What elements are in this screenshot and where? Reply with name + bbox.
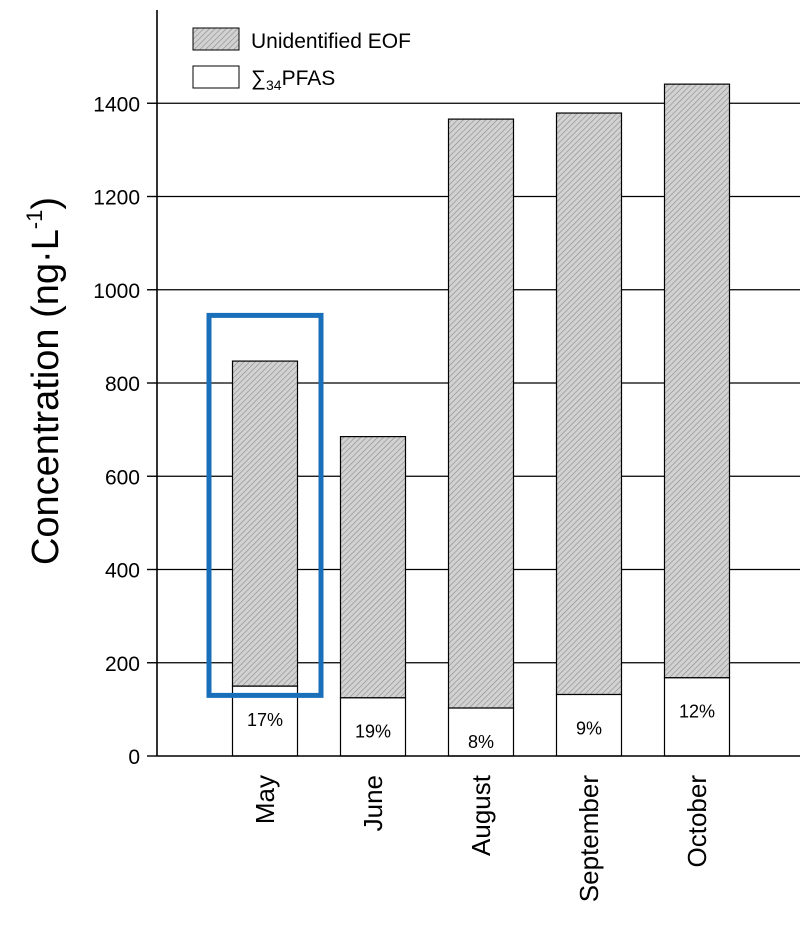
- x-tick-labels: May June August September October: [250, 774, 712, 902]
- x-tick-label: May: [250, 775, 280, 824]
- legend-swatch-pfas: [192, 65, 240, 89]
- bar-unidentified-eof: [663, 83, 731, 679]
- legend-label-pfas: ∑34PFAS: [251, 67, 335, 93]
- x-tick-label: August: [466, 774, 496, 856]
- x-tick-label: October: [682, 775, 712, 868]
- y-tick-label: 800: [105, 373, 140, 396]
- bar-pfas: [663, 677, 731, 757]
- data-label-percent: 8%: [468, 732, 494, 752]
- data-label-percent: 17%: [247, 710, 283, 730]
- bar-unidentified-eof: [447, 118, 515, 709]
- y-tick-label: 1200: [93, 187, 140, 210]
- bars: [231, 83, 731, 757]
- y-tick-label: 1000: [93, 280, 140, 303]
- highlight-box-group: [206, 312, 324, 698]
- highlight-box: [206, 312, 324, 698]
- data-label-percent: 9%: [576, 718, 602, 738]
- y-axis-label-end: ): [25, 197, 67, 210]
- y-tick-label: 1400: [93, 93, 140, 116]
- y-tick-label: 0: [128, 746, 140, 769]
- bar-unidentified-eof: [339, 436, 407, 699]
- y-axis-label: Concentration (ng·L-1): [22, 197, 67, 565]
- legend-label-unidentified-eof: Unidentified EOF: [251, 30, 411, 53]
- bar-pfas: [447, 707, 515, 757]
- legend-label-pfas-rest: PFAS: [282, 67, 336, 90]
- y-axis-label-sup: -1: [22, 210, 47, 230]
- bar-unidentified-eof: [231, 360, 299, 687]
- y-tick-label: 400: [105, 560, 140, 583]
- data-label-percent: 19%: [355, 722, 391, 742]
- legend: Unidentified EOF ∑34PFAS: [192, 27, 411, 93]
- y-tick-label: 200: [105, 653, 140, 676]
- legend-swatch-unidentified-eof: [192, 27, 240, 51]
- bar-pfas: [339, 697, 407, 757]
- bar-pfas: [555, 693, 623, 757]
- y-axis-label-main: Concentration (ng·L: [25, 229, 67, 565]
- x-tick-label: September: [574, 775, 604, 903]
- y-tick-label: 600: [105, 466, 140, 489]
- x-tick-label: June: [358, 775, 388, 831]
- data-labels: 17% 19% 8% 9% 12%: [247, 702, 715, 752]
- legend-label-pfas-sub: 34: [266, 77, 282, 93]
- bar-unidentified-eof: [555, 112, 623, 696]
- data-label-percent: 12%: [679, 702, 715, 722]
- y-tick-labels: 0 200 400 600 800 1000 1200 1400: [93, 93, 157, 769]
- legend-label-pfas-prefix: ∑: [251, 67, 266, 90]
